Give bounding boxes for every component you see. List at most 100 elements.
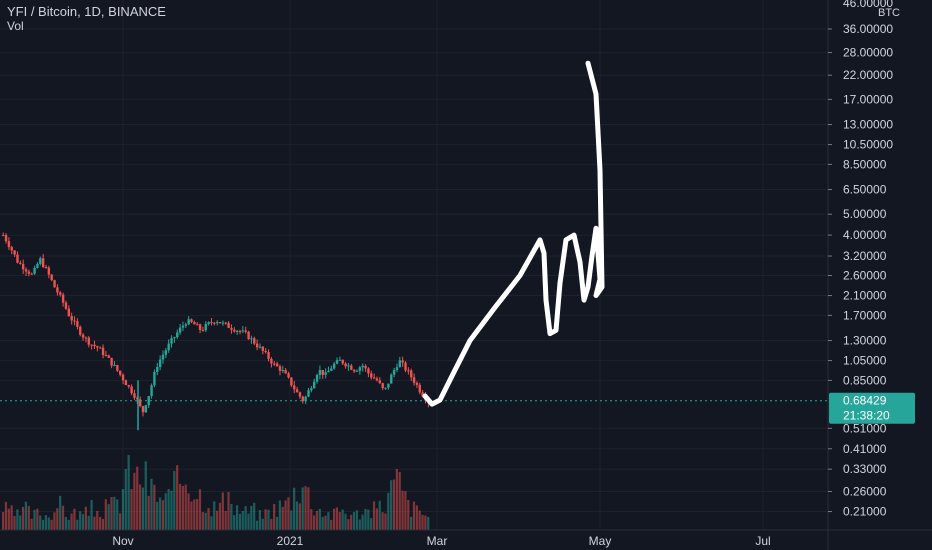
- volume-bar-15: [44, 515, 47, 530]
- candle-body-28: [81, 334, 85, 338]
- volume-bar-54: [156, 501, 159, 530]
- time-tick-label-0: Nov: [112, 534, 133, 548]
- volume-bar-88: [253, 502, 256, 530]
- candle-body-81: [233, 329, 236, 332]
- volume-bar-142: [407, 499, 410, 530]
- volume-bar-77: [221, 492, 224, 530]
- candle-body-80: [230, 327, 233, 330]
- volume-bar-14: [41, 519, 45, 530]
- volume-bar-36: [104, 499, 107, 530]
- volume-bar-55: [158, 497, 162, 530]
- candle-body-10: [30, 273, 33, 275]
- candle-body-74: [213, 322, 216, 324]
- candle-body-48: [138, 399, 142, 407]
- volume-bar-74: [213, 501, 216, 530]
- volume-bar-95: [273, 503, 276, 530]
- candle-body-39: [113, 365, 116, 367]
- volume-bar-44: [127, 455, 130, 530]
- volume-bar-81: [233, 515, 236, 530]
- candle-body-139: [398, 360, 402, 368]
- volume-bar-48: [138, 484, 142, 530]
- candle-body-143: [410, 370, 413, 378]
- candle-body-50: [144, 405, 148, 413]
- volume-bar-5: [16, 509, 19, 530]
- symbol-title[interactable]: YFI / Bitcoin, 1D, BINANCE: [7, 4, 166, 19]
- volume-label[interactable]: Vol: [7, 19, 24, 33]
- candle-body-13: [39, 258, 42, 264]
- candle-body-137: [392, 370, 396, 375]
- volume-bar-110: [315, 510, 319, 530]
- volume-bar-82: [235, 505, 239, 530]
- price-tick-label-9: 2.10000: [843, 289, 887, 303]
- volume-bar-148: [424, 515, 427, 530]
- volume-bar-34: [99, 516, 102, 530]
- candle-body-128: [367, 368, 370, 374]
- volume-bar-6: [19, 515, 22, 530]
- price-axis[interactable]: 0.21000 0.26000 0.33000 0.41000 0.51000 0.850…: [828, 22, 893, 519]
- volume-bar-26: [76, 519, 79, 530]
- volume-bar-129: [370, 518, 373, 530]
- candle-body-31: [90, 344, 93, 346]
- volume-bar-35: [101, 518, 105, 530]
- candle-body-30: [87, 337, 90, 345]
- candle-body-75: [216, 322, 219, 324]
- volume-bar-24: [70, 513, 73, 530]
- candle-body-107: [307, 390, 310, 397]
- price-tag-value: 0.68429: [843, 394, 887, 408]
- price-tick-label-1: 0.26000: [843, 485, 887, 499]
- volume-bar-20: [59, 495, 62, 530]
- candle-body-119: [341, 359, 344, 364]
- candle-body-72: [207, 322, 210, 324]
- volume-bar-71: [204, 512, 207, 530]
- volume-bar-7: [21, 506, 25, 530]
- volume-bar-125: [358, 519, 361, 530]
- volume-bar-116: [332, 508, 336, 530]
- volume-bar-140: [401, 490, 404, 530]
- volume-bar-146: [418, 510, 421, 530]
- volume-bar-114: [327, 512, 330, 530]
- volume-bar-67: [193, 499, 196, 530]
- candle-body-83: [238, 330, 242, 332]
- candle-body-25: [73, 320, 76, 322]
- candle-body-37: [107, 355, 110, 358]
- candle-body-87: [250, 338, 253, 340]
- volume-bar-17: [50, 519, 53, 530]
- volume-bar-118: [338, 512, 341, 530]
- candle-body-62: [178, 327, 182, 333]
- volume-bar-80: [230, 503, 233, 530]
- candle-body-105: [301, 396, 304, 402]
- candle-body-64: [184, 324, 188, 326]
- candle-body-49: [141, 406, 145, 413]
- volume-bar-0: [2, 512, 5, 530]
- volume-bar-37: [107, 504, 110, 530]
- candle-body-120: [344, 363, 347, 367]
- volume-bar-144: [412, 501, 416, 530]
- candle-body-84: [241, 330, 245, 332]
- candle-body-71: [204, 323, 207, 331]
- price-tick-label-11: 3.20000: [843, 249, 887, 263]
- candle-body-8: [24, 269, 28, 272]
- volume-bar-50: [144, 461, 147, 530]
- price-tick-label-10: 2.60000: [843, 269, 887, 283]
- volume-bar-68: [196, 499, 199, 530]
- volume-bar-12: [36, 508, 39, 530]
- price-tick-label-6: 1.05000: [843, 354, 887, 368]
- volume-bar-94: [270, 518, 273, 530]
- hand-drawn-projection: [422, 60, 605, 407]
- volume-bar-96: [275, 516, 279, 530]
- candle-body-69: [198, 324, 202, 331]
- candle-body-11: [33, 267, 36, 274]
- candle-body-65: [187, 319, 190, 325]
- price-tick-label-20: 28.00000: [843, 46, 893, 60]
- candle-body-122: [350, 365, 353, 370]
- candle-body-125: [358, 367, 362, 371]
- volume-bar-62: [178, 483, 182, 530]
- candle-body-79: [227, 322, 230, 328]
- candle-body-85: [244, 330, 247, 332]
- candle-body-26: [76, 321, 79, 327]
- time-tick-label-1: 2021: [277, 534, 304, 548]
- price-tag-countdown: 21:38:20: [843, 409, 890, 423]
- volume-bar-123: [352, 512, 356, 530]
- time-axis[interactable]: Nov 2021 Mar May Jul: [112, 534, 770, 548]
